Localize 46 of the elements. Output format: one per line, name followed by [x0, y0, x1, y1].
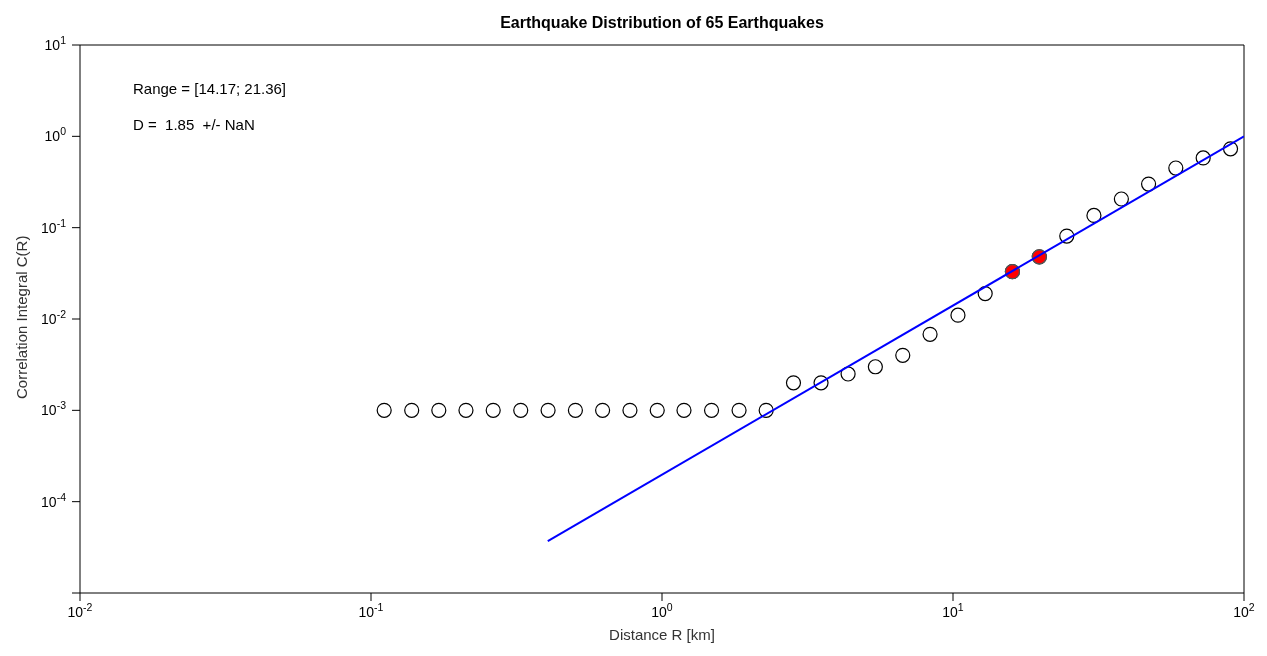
point — [404, 402, 420, 418]
point — [867, 359, 883, 375]
point — [567, 402, 584, 418]
point — [458, 402, 474, 418]
point — [977, 285, 993, 302]
point — [922, 326, 938, 342]
point — [649, 402, 665, 418]
point — [840, 366, 856, 382]
x-tick-label: 10$^{0}$ — [651, 601, 673, 620]
x-tick-label: 10$^{2}$ — [1233, 601, 1255, 620]
point — [1059, 228, 1075, 244]
y-tick-label: 10$^{-4}$ — [41, 490, 67, 510]
point — [950, 307, 966, 323]
annotation: D = 1.85 +/- NaN — [133, 116, 255, 133]
point — [1168, 160, 1184, 176]
point — [895, 347, 911, 363]
point — [785, 375, 802, 391]
x-tick-label: 10$^{1}$ — [942, 601, 964, 620]
point — [540, 402, 556, 418]
point — [485, 402, 501, 418]
point — [731, 402, 747, 418]
point — [431, 402, 447, 418]
point — [1086, 207, 1102, 224]
point — [758, 402, 774, 418]
y-tick-label: 10$^{-2}$ — [41, 308, 67, 327]
point — [513, 402, 529, 418]
y-tick-label: 10$^{1}$ — [44, 34, 67, 53]
chart-title: Earthquake Distribution of 65 Earthquakes — [499, 14, 825, 32]
point — [595, 402, 611, 418]
point — [1222, 141, 1239, 157]
y-tick-label: 10$^{-1}$ — [41, 216, 67, 236]
point — [1140, 176, 1157, 192]
y-tick-label: 10$^{-3}$ — [41, 399, 67, 419]
point — [1113, 191, 1129, 207]
x-axis-title: Distance R [km] — [609, 626, 715, 643]
annotation: Range = [14.17; 21.36] — [133, 80, 287, 97]
point — [703, 402, 720, 418]
point — [622, 402, 638, 418]
point — [1195, 150, 1211, 166]
point — [676, 402, 692, 418]
point — [813, 375, 829, 391]
point — [376, 402, 392, 418]
x-tick-label: 10$^{-2}$ — [67, 601, 93, 620]
y-axis-title: Correlation Integral C(R) — [13, 235, 31, 399]
x-tick-label: 10$^{-1}$ — [358, 601, 384, 620]
y-tick-label: 10$^{0}$ — [44, 125, 67, 145]
